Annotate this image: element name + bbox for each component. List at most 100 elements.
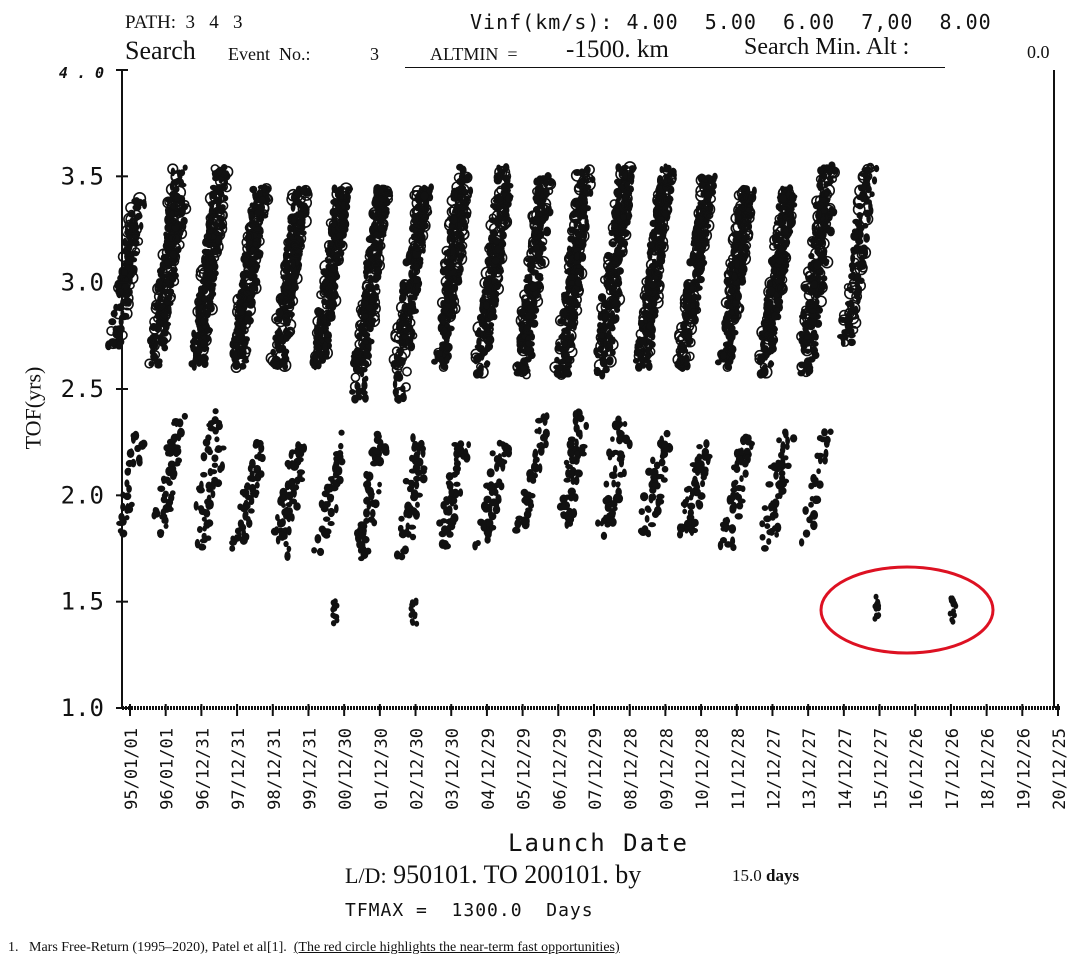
data-point [688,338,694,345]
data-point [809,307,817,314]
data-point [248,211,255,221]
data-point [491,203,497,211]
data-point [478,314,487,323]
data-point [217,465,224,474]
data-point [451,283,459,293]
data-point [609,241,617,247]
data-point [243,483,253,491]
data-point [734,258,740,269]
data-point [493,218,500,227]
data-point [447,261,454,271]
data-point [648,308,654,315]
data-point [364,333,370,341]
data-point [313,334,319,342]
data-point [565,340,574,348]
data-point [440,315,447,326]
data-point [216,166,223,176]
data-point [162,476,171,484]
data-point [290,513,295,522]
data-point [210,283,216,293]
data-point [311,547,318,554]
data-point [247,295,254,302]
data-point [409,333,415,340]
data-point [572,228,584,241]
data-point [401,333,409,340]
data-point [622,170,628,180]
data-point [648,262,656,270]
data-point [369,245,380,256]
data-point [770,325,778,334]
data-point [523,325,531,332]
data-point [297,471,303,481]
data-point [205,221,211,232]
data-point [373,186,380,196]
data-point [211,462,219,468]
data-point [169,490,176,496]
data-point [161,344,169,352]
data-point [614,246,622,256]
data-point [202,346,208,353]
data-point [449,223,456,230]
data-point [209,184,218,191]
data-point [505,193,512,203]
data-point [697,232,708,243]
data-point [520,365,528,371]
data-point [388,353,401,366]
data-point [363,259,371,268]
data-point [281,261,292,271]
data-point [239,489,246,496]
data-point [655,242,664,252]
data-point [737,192,748,203]
data-point [417,237,426,248]
data-point [654,245,665,256]
data-point [782,227,789,237]
data-point [241,528,246,538]
data-point [354,346,361,355]
data-point [863,233,870,243]
data-point [684,280,690,290]
data-point [194,538,201,549]
data-point [574,268,582,275]
data-point [156,529,165,536]
data-point [279,518,286,527]
data-point [483,334,495,346]
data-point [205,233,212,240]
data-point [614,178,622,185]
data-point [327,240,335,247]
data-point [412,249,421,259]
data-point [662,201,670,210]
data-point [775,203,781,211]
data-point [274,526,279,532]
data-point [609,283,621,295]
data-point [374,275,381,281]
data-point [604,283,612,291]
data-point [854,272,862,281]
cluster-3yr-2001 [349,183,434,404]
data-point [189,343,196,349]
data-point [810,280,818,289]
data-point [521,294,535,308]
data-point [132,250,140,257]
data-point [319,338,325,344]
data-point [420,191,429,201]
data-point [173,192,181,202]
data-point [338,191,344,201]
data-point [241,358,250,364]
data-point [291,215,297,224]
data-point [416,199,423,205]
data-point [776,230,782,237]
data-point [769,242,778,251]
data-point [734,306,740,316]
data-point [624,181,630,190]
data-point [235,328,242,336]
data-point [621,169,633,182]
data-point [413,263,420,271]
data-point [683,292,691,302]
data-point [262,183,267,193]
data-point [538,197,552,211]
data-point [116,341,123,350]
data-point [165,234,177,245]
data-point [600,350,606,359]
data-point [540,175,547,181]
data-point [206,422,214,428]
